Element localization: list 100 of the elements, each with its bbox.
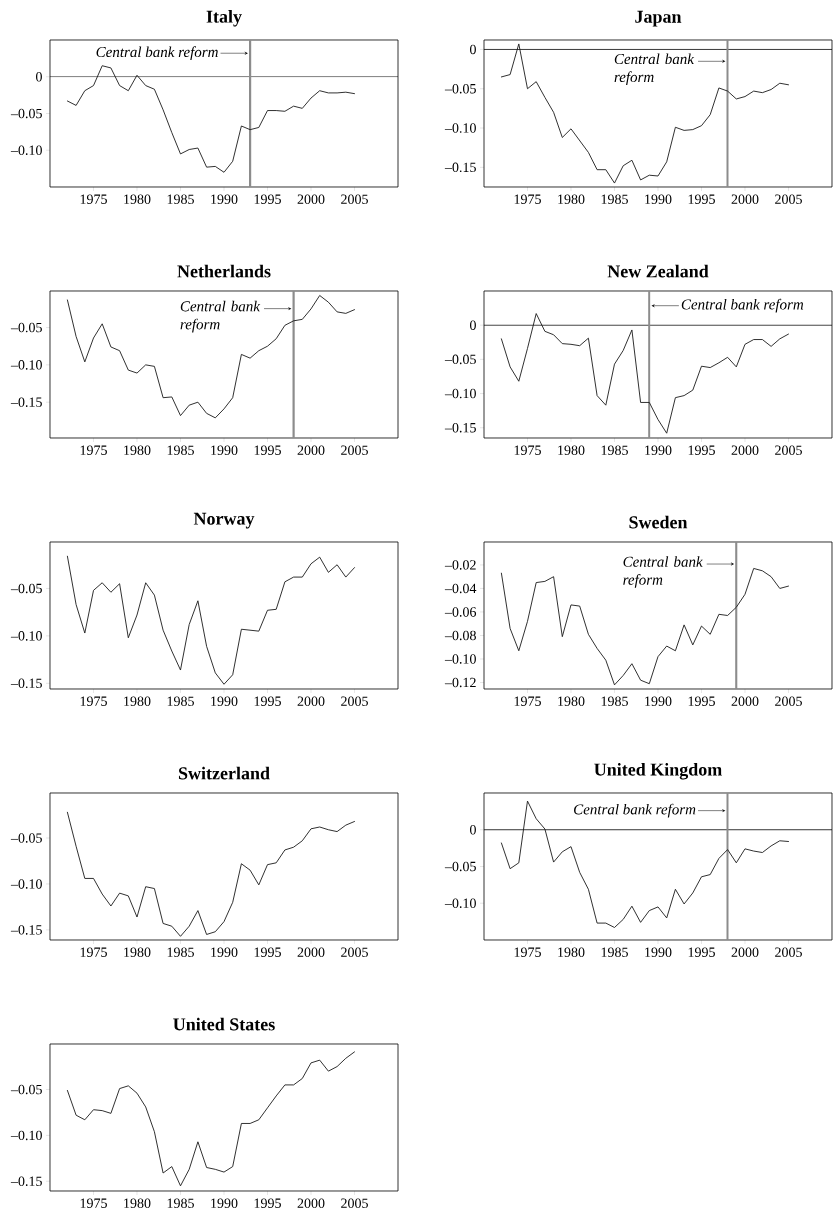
x-tick-label: 1995: [254, 696, 281, 706]
x-tick-label: 2005: [775, 445, 802, 455]
x-tick-label: 1985: [167, 947, 194, 957]
x-tick-label: 2000: [297, 194, 325, 204]
x-tick-label: 1975: [80, 696, 107, 706]
y-tick-label: –0.10: [444, 388, 476, 399]
ref-line-label: Central bank reform: [681, 298, 804, 313]
x-tick-label: 1985: [601, 445, 628, 455]
chart-title: Japan: [635, 10, 682, 27]
y-tick-label: –0.05: [444, 354, 476, 365]
y-tick-label: –0.05: [10, 1084, 42, 1095]
x-tick-label: 1995: [254, 947, 281, 957]
x-tick-label: 1980: [124, 696, 151, 706]
y-tick-label: –0.10: [444, 898, 476, 908]
ref-line-label: Central bank reform: [623, 556, 703, 588]
x-tick-label: 1975: [80, 194, 107, 204]
y-tick-label: 0: [470, 320, 476, 330]
y-tick-label: –0.10: [444, 123, 476, 133]
chart-title: Switzerland: [178, 766, 270, 780]
y-tick-label: –0.05: [10, 108, 42, 119]
chart-title: Netherlands: [177, 264, 271, 278]
x-tick-label: 2000: [297, 445, 325, 455]
x-tick-label: 2000: [297, 1198, 325, 1208]
x-tick-label: 1980: [124, 947, 151, 957]
y-tick-label: –0.15: [444, 422, 476, 433]
y-tick-label: –0.10: [10, 879, 42, 889]
y-tick-label: –0.04: [444, 583, 477, 594]
x-tick-label: 1990: [211, 947, 238, 957]
chart-title: United Kingdom: [594, 762, 722, 780]
x-tick-label: 1995: [688, 947, 715, 957]
x-tick-label: 2000: [297, 947, 325, 957]
y-tick-label: –0.10: [10, 360, 42, 370]
y-tick-label: –0.10: [10, 145, 42, 155]
chart-title: New Zealand: [607, 264, 709, 278]
ref-line-label: Central bank reform: [574, 803, 696, 818]
x-tick-label: 1975: [80, 1198, 107, 1208]
x-tick-label: 1990: [645, 194, 672, 204]
y-tick-label: –0.12: [444, 677, 476, 688]
x-tick-label: 2000: [297, 696, 325, 706]
y-tick-label: –0.02: [444, 560, 476, 570]
x-tick-label: 1985: [167, 445, 194, 455]
x-tick-label: 1985: [601, 194, 628, 204]
ref-line-label: Central bank reform: [614, 53, 695, 86]
x-tick-label: 1985: [167, 1198, 194, 1208]
x-tick-label: 1975: [80, 947, 107, 957]
x-tick-label: 1975: [514, 194, 541, 204]
y-tick-label: –0.05: [444, 861, 476, 872]
x-tick-label: 1985: [601, 947, 628, 957]
x-tick-label: 1980: [124, 1198, 151, 1208]
y-tick-label: 0: [470, 825, 476, 835]
x-tick-label: 1990: [645, 947, 672, 957]
x-tick-label: 1995: [688, 696, 715, 706]
y-tick-label: –0.15: [10, 1176, 42, 1187]
x-tick-label: 2000: [731, 194, 759, 204]
x-tick-label: 1990: [211, 696, 238, 706]
x-tick-label: 1990: [645, 445, 672, 455]
y-tick-label: –0.06: [444, 607, 477, 617]
y-tick-label: –0.15: [10, 678, 42, 689]
x-tick-label: 2000: [731, 947, 759, 957]
x-tick-label: 1980: [124, 445, 151, 455]
x-tick-label: 2000: [731, 696, 759, 706]
x-tick-label: 1975: [80, 445, 107, 455]
x-tick-label: 1990: [211, 194, 238, 204]
x-tick-label: 1980: [558, 194, 585, 204]
y-tick-label: –0.10: [10, 631, 42, 641]
chart-title: Sweden: [629, 515, 688, 529]
ref-line-label: Central bank reform: [96, 46, 218, 61]
x-tick-label: 2005: [341, 1198, 368, 1208]
chart-title: United States: [173, 1017, 275, 1031]
y-tick-label: –0.15: [10, 397, 42, 407]
y-tick-label: –0.15: [444, 162, 476, 173]
y-tick-label: 0: [470, 44, 476, 55]
chart-title: Italy: [206, 10, 242, 27]
x-tick-label: 1985: [167, 696, 194, 706]
y-tick-label: –0.05: [10, 833, 42, 843]
x-tick-label: 1990: [211, 445, 238, 455]
x-tick-label: 2005: [341, 696, 368, 706]
y-tick-label: –0.05: [10, 583, 42, 594]
x-tick-label: 1985: [167, 194, 194, 204]
chart-title: Norway: [193, 512, 255, 529]
y-tick-label: –0.10: [444, 654, 476, 664]
x-tick-label: 2005: [341, 947, 368, 957]
x-tick-label: 2005: [775, 696, 802, 706]
y-tick-label: –0.10: [10, 1130, 42, 1141]
x-tick-label: 1990: [211, 1198, 238, 1208]
x-tick-label: 2005: [775, 947, 802, 957]
x-tick-label: 2005: [341, 445, 368, 455]
x-tick-label: 1975: [514, 696, 541, 706]
x-tick-label: 1985: [601, 696, 628, 706]
x-tick-label: 2000: [731, 445, 759, 455]
y-tick-label: –0.05: [444, 83, 476, 94]
x-tick-label: 1995: [254, 194, 281, 204]
x-tick-label: 1980: [124, 194, 151, 204]
x-tick-label: 1980: [558, 696, 585, 706]
x-tick-label: 1980: [558, 947, 585, 957]
x-tick-label: 1990: [645, 696, 672, 706]
ref-line-label: Central bank reform: [180, 300, 261, 333]
x-tick-label: 1995: [254, 1198, 281, 1208]
y-tick-label: –0.15: [10, 925, 42, 935]
y-tick-label: –0.05: [10, 322, 42, 333]
